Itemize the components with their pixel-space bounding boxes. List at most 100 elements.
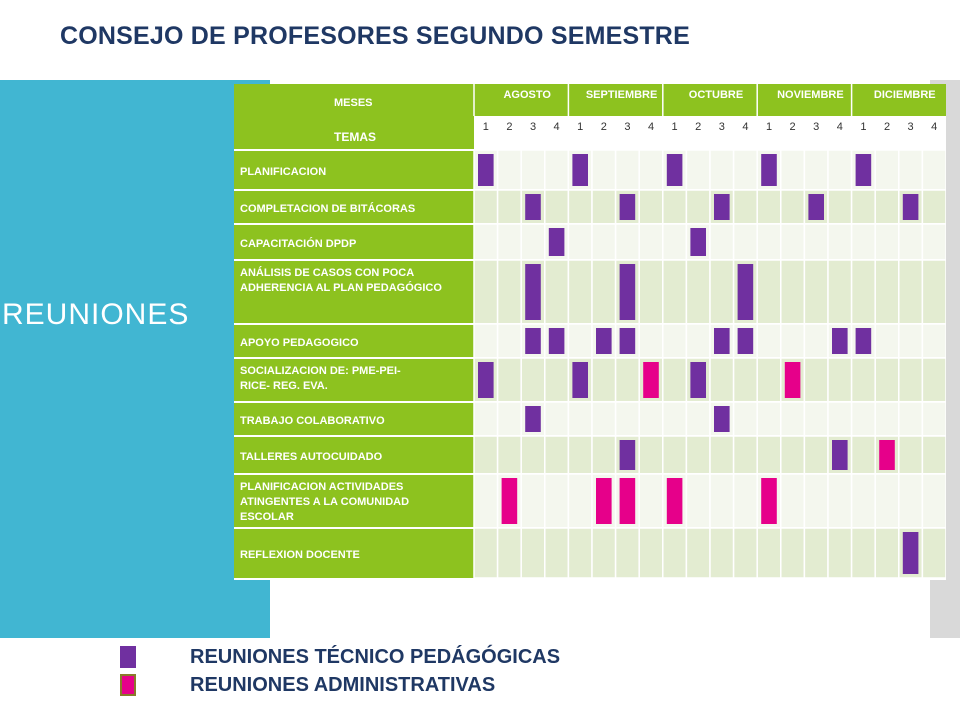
header-weeks-bg (474, 116, 946, 150)
schedule-cell (709, 527, 735, 579)
schedule-cell (921, 527, 946, 579)
schedule-cell (520, 473, 546, 529)
topic-label: PLANIFICACION ACTIVIDADES (240, 481, 403, 493)
schedule-cell (898, 223, 924, 261)
schedule-cell (496, 223, 522, 261)
technical-meeting-mark (855, 328, 872, 354)
schedule-cell (850, 189, 876, 225)
schedule-cell (803, 149, 829, 191)
schedule-cell (898, 323, 924, 359)
schedule-cell (544, 435, 570, 475)
schedule-cell (638, 259, 664, 325)
technical-meeting-mark (572, 154, 588, 186)
schedule-cell (921, 149, 946, 191)
schedule-cell (874, 149, 900, 191)
administrative-meeting-mark (501, 478, 518, 524)
topic-cell-bg (234, 474, 474, 528)
schedule-cell (921, 401, 946, 437)
schedule-cell (638, 435, 664, 475)
schedule-cell (803, 323, 829, 359)
technical-meeting-mark (525, 194, 541, 220)
week-label: 2 (695, 121, 701, 133)
legend-swatch-administrative (120, 674, 136, 696)
schedule-cell (756, 527, 782, 579)
week-label: 3 (624, 121, 630, 133)
week-label: 2 (790, 121, 796, 133)
schedule-cell (921, 323, 946, 359)
schedule-cell (567, 259, 593, 325)
month-label: NOVIEMBRE (777, 89, 844, 101)
schedule-cell (685, 189, 711, 225)
schedule-cell (591, 527, 617, 579)
header-label-bg (234, 84, 474, 150)
technical-meeting-mark (832, 440, 848, 470)
schedule-cell (473, 527, 499, 579)
schedule-cell (732, 357, 758, 403)
schedule-cell (614, 401, 640, 437)
schedule-cell (614, 223, 640, 261)
month-label: DICIEMBRE (874, 89, 936, 101)
schedule-cell (780, 259, 806, 325)
week-label: 2 (884, 121, 890, 133)
schedule-cell (921, 357, 946, 403)
header-months-label: MESES (334, 97, 373, 109)
legend-label-administrative: REUNIONES ADMINISTRATIVAS (190, 674, 496, 696)
topic-cell-bg (234, 402, 474, 436)
header-months-bg (474, 84, 946, 116)
schedule-cell (827, 357, 853, 403)
schedule-cell (544, 527, 570, 579)
month-label: OCTUBRE (689, 89, 743, 101)
technical-meeting-mark (761, 154, 777, 186)
schedule-cell (685, 527, 711, 579)
week-label: 4 (554, 121, 560, 133)
technical-meeting-mark (808, 194, 824, 220)
topic-cell-bg (234, 436, 474, 474)
technical-meeting-mark (902, 194, 919, 220)
technical-meeting-mark (548, 228, 565, 256)
schedule-cell (780, 189, 806, 225)
administrative-meeting-mark (596, 478, 612, 524)
schedule-cell (921, 473, 946, 529)
schedule-cell (898, 435, 924, 475)
schedule-cell (685, 473, 711, 529)
schedule-cell (756, 189, 782, 225)
schedule-cell (803, 223, 829, 261)
schedule-cell (732, 473, 758, 529)
legend-swatch-technical (120, 646, 136, 668)
schedule-cell (803, 473, 829, 529)
schedule-cell (756, 223, 782, 261)
schedule-cell (709, 435, 735, 475)
schedule-cell (544, 259, 570, 325)
topic-label: SOCIALIZACION DE: PME-PEI- (240, 365, 401, 377)
schedule-cell (473, 435, 499, 475)
topic-label: ADHERENCIA AL PLAN PEDAGÓGICO (240, 281, 442, 294)
schedule-cell (473, 259, 499, 325)
administrative-meeting-mark (784, 362, 801, 398)
schedule-cell (614, 527, 640, 579)
schedule-cell (803, 259, 829, 325)
schedule-cell (591, 357, 617, 403)
topic-cell-bg (234, 324, 474, 358)
schedule-cell (921, 259, 946, 325)
schedule-cell (874, 527, 900, 579)
schedule-cell (850, 435, 876, 475)
schedule-cell (898, 357, 924, 403)
week-label: 1 (672, 121, 678, 133)
schedule-cell (780, 323, 806, 359)
schedule-cell (756, 435, 782, 475)
schedule-cell (614, 357, 640, 403)
schedule-cell (827, 189, 853, 225)
schedule-cell (780, 401, 806, 437)
schedule-cell (732, 527, 758, 579)
schedule-cell (709, 357, 735, 403)
topic-label: CAPACITACIÓN DPDP (240, 237, 356, 250)
schedule-cell (544, 357, 570, 403)
schedule-cell (780, 149, 806, 191)
schedule-cell (567, 435, 593, 475)
topic-cell-bg (234, 224, 474, 260)
schedule-cell (496, 189, 522, 225)
schedule-cell (614, 149, 640, 191)
schedule-cell (827, 527, 853, 579)
schedule-cell (756, 259, 782, 325)
schedule-cell (874, 223, 900, 261)
